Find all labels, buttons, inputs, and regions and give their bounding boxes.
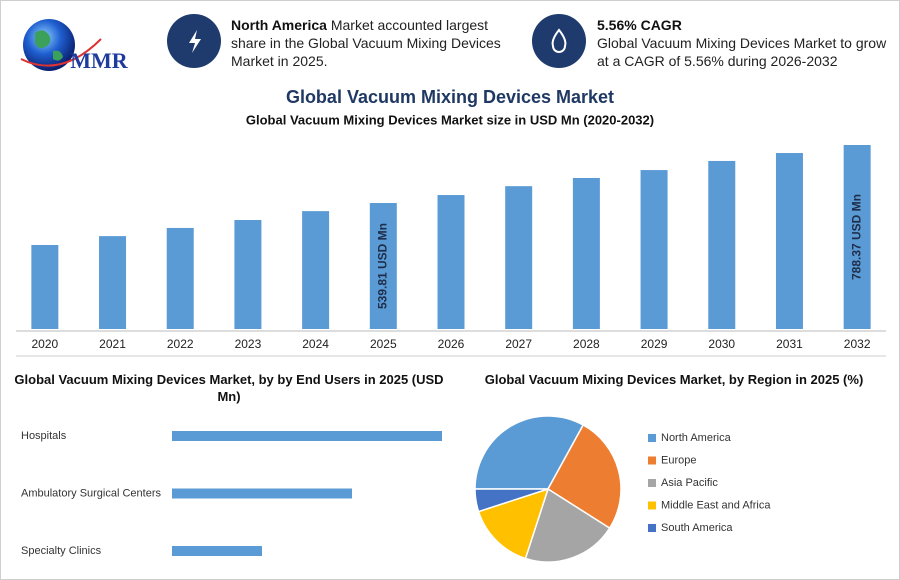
y-tick-label: Specialty Clinics (21, 545, 102, 557)
y-tick-label: Hospitals (21, 430, 67, 442)
value-label: 788.37 USD Mn (849, 194, 863, 280)
info-body: Market accounted largest share in the Gl… (231, 17, 501, 69)
x-tick-label: 2023 (235, 337, 262, 351)
icon-bolt (189, 30, 201, 53)
x-tick-label: 2028 (573, 337, 600, 351)
x-tick-label: 2024 (302, 337, 329, 351)
chart-title: Global Vacuum Mixing Devices Market size… (246, 112, 654, 127)
legend-label: South America (661, 522, 733, 534)
y-tick-label: Ambulatory Surgical Centers (21, 487, 162, 499)
value-label: 539.81 USD Mn (375, 223, 389, 309)
x-tick-label: 2032 (844, 337, 871, 351)
legend-swatch (648, 501, 656, 510)
x-tick-label: 2021 (99, 337, 126, 351)
info-highlight: North America (231, 17, 327, 33)
x-tick-label: 2025 (370, 337, 397, 351)
legend-label: Asia Pacific (661, 477, 718, 489)
legend-swatch (648, 434, 656, 442)
info-highlight: 5.56% CAGR (597, 17, 682, 33)
x-tick-label: 2029 (641, 337, 668, 351)
bar (172, 488, 352, 499)
pie-slice (474, 415, 585, 490)
info-body: Global Vacuum Mixing Devices Market to g… (597, 35, 887, 69)
legend-swatch (648, 479, 656, 487)
legend-swatch (648, 524, 656, 532)
info-icon (167, 14, 221, 68)
page-title: Global Vacuum Mixing Devices Market (286, 87, 614, 107)
bar (708, 160, 736, 329)
bar (640, 170, 668, 329)
info-text: 5.56% CAGR Global Vacuum Mixing Devices M… (597, 16, 892, 70)
logo-swoosh (20, 38, 102, 67)
bar (572, 177, 600, 329)
x-tick-label: 2030 (708, 337, 735, 351)
x-tick-label: 2026 (438, 337, 465, 351)
legend-swatch (648, 456, 656, 465)
bar (99, 236, 127, 329)
x-tick-label: 2031 (776, 337, 803, 351)
icon-circle (532, 14, 586, 68)
legend-label: Middle East and Africa (661, 499, 771, 511)
bar (172, 431, 442, 441)
info-text: North America Market accounted largest s… (231, 16, 506, 70)
pie-slice (474, 488, 549, 513)
bar (166, 227, 194, 329)
pie-slice (524, 487, 611, 563)
logo-land (35, 30, 63, 61)
legend-label: North America (661, 432, 732, 444)
logo: MMR (20, 19, 129, 73)
chart-title: Global Vacuum Mixing Devices Market, by … (484, 372, 864, 387)
bar (302, 211, 330, 329)
bar (234, 220, 262, 329)
pie-slice (547, 424, 622, 530)
bar (369, 203, 397, 329)
info-icon (532, 14, 586, 68)
x-tick-label: 2027 (505, 337, 532, 351)
bar (505, 186, 533, 329)
icon-drop (551, 28, 567, 53)
bar (437, 195, 465, 329)
logo-text: MMR (70, 48, 129, 73)
legend-label: Europe (661, 454, 696, 466)
x-tick-label: 2020 (31, 337, 58, 351)
bar (172, 546, 262, 556)
bar (31, 244, 59, 329)
x-tick-label: 2022 (167, 337, 194, 351)
bar (775, 153, 803, 329)
bar (843, 145, 871, 329)
chart-title: Global Vacuum Mixing Devices Market, by … (14, 372, 444, 404)
